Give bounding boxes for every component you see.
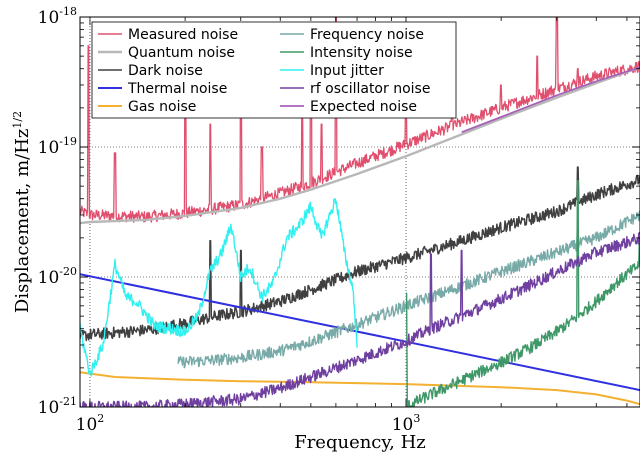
y-tick-label-2: 10-19 [38,135,77,158]
y-tick-exponent: -20 [59,265,77,278]
x-tick-exponent: 3 [413,412,420,425]
y-axis-label-exponent: 1/2 [11,111,24,129]
x-tick-label-0: 102 [76,412,105,435]
series-line-intensity-noise [405,180,640,407]
y-tick-exponent: -18 [59,5,77,18]
x-axis-label: Frequency, Hz [294,432,426,453]
legend-label-quantum-noise: Quantum noise [128,45,235,61]
y-tick-exponent: -19 [59,135,77,148]
series-line-input-jitter [80,198,358,377]
y-tick-exponent: -21 [59,395,77,408]
legend-label-frequency-noise: Frequency noise [310,27,424,43]
y-tick-base: 10 [38,138,60,158]
series-line-rf-oscillator-noise [80,231,640,407]
y-tick-base: 10 [38,8,60,28]
legend-label-expected-noise: Expected noise [310,99,417,115]
axis-ticks [80,16,640,408]
series-layer [80,17,640,407]
series-measured-noise [80,17,640,223]
y-tick-label-1: 10-20 [38,265,77,288]
x-tick-base: 10 [392,415,414,435]
y-tick-label-0: 10-21 [38,395,77,418]
legend-label-intensity-noise: Intensity noise [310,45,413,61]
legend-box [91,21,457,119]
series-line-frequency-noise [177,210,640,369]
x-tick-label-1: 103 [392,412,421,435]
legend-label-rf-oscillator-noise: rf oscillator noise [310,81,430,97]
y-tick-base: 10 [38,268,60,288]
series-quantum-noise [80,66,640,225]
x-tick-base: 10 [76,415,98,435]
series-line-thermal-noise [80,273,640,392]
x-tick-exponent: 2 [97,412,104,425]
series-line-quantum-noise [80,66,640,225]
series-input-jitter [80,198,358,377]
y-tick-label-3: 10-18 [38,5,77,28]
legend-label-measured-noise: Measured noise [128,27,238,43]
y-tick-base: 10 [38,398,60,418]
y-axis-label-main: Displacement, m/Hz [12,129,33,313]
series-line-measured-noise [80,17,640,223]
legend-label-dark-noise: Dark noise [128,63,203,79]
legend: Measured noise Quantum noise Dark noise The… [91,21,457,119]
legend-label-thermal-noise: Thermal noise [127,81,227,97]
legend-label-gas-noise: Gas noise [128,99,196,115]
legend-label-input-jitter: Input jitter [310,63,384,79]
plot-frame [79,16,640,408]
y-axis-label: Displacement, m/Hz1/2 [11,111,33,313]
